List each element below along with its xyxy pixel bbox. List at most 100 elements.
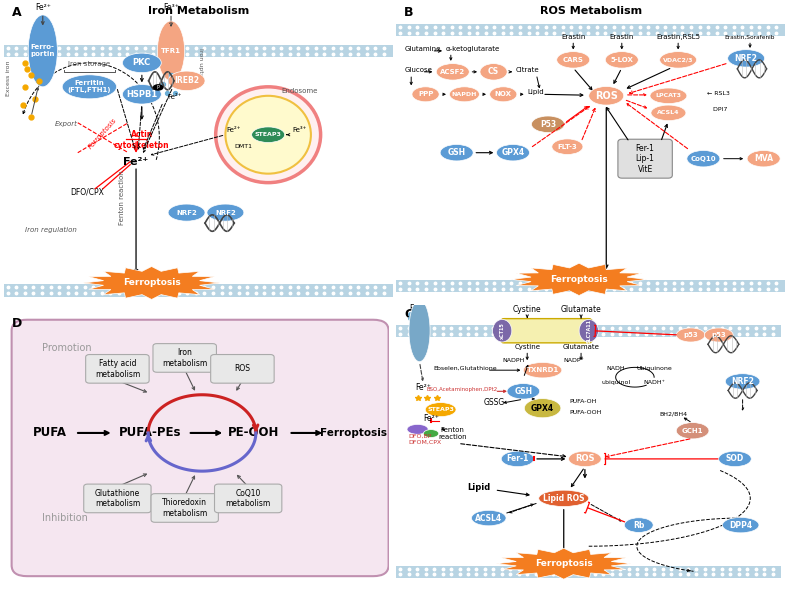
FancyBboxPatch shape [151,493,218,522]
Ellipse shape [568,451,601,467]
Text: Glutamate: Glutamate [563,344,600,350]
Text: Iron Metabolism: Iron Metabolism [148,6,249,16]
Text: Glutamate: Glutamate [560,305,601,314]
Text: Iron regulation: Iron regulation [24,227,76,233]
Polygon shape [83,266,220,299]
Ellipse shape [28,15,57,87]
Text: ACSL4: ACSL4 [657,110,680,116]
Text: Fe²⁺: Fe²⁺ [423,414,439,423]
Ellipse shape [651,105,686,120]
Ellipse shape [252,127,285,142]
Ellipse shape [725,374,760,389]
FancyBboxPatch shape [396,330,781,337]
Polygon shape [511,263,647,295]
Text: Fe³⁺: Fe³⁺ [292,127,306,133]
Text: Erastin: Erastin [610,34,634,40]
Polygon shape [496,548,631,579]
Text: GPX4: GPX4 [531,404,554,413]
Text: A: A [12,6,21,19]
FancyBboxPatch shape [4,50,392,57]
Text: Fe²⁺: Fe²⁺ [35,4,51,12]
Text: NRF2: NRF2 [176,209,197,216]
Text: DFO/CPX: DFO/CPX [71,187,104,197]
Text: Ebselen,Glutathione: Ebselen,Glutathione [434,366,498,371]
Text: Citrate: Citrate [516,67,540,73]
Text: Fer-1
Lip-1
VitE: Fer-1 Lip-1 VitE [636,144,655,174]
FancyBboxPatch shape [210,355,274,383]
Text: CoQ10
metabolism: CoQ10 metabolism [225,489,271,508]
Text: Inhibition: Inhibition [42,512,88,522]
Text: PUFA: PUFA [33,426,67,439]
FancyBboxPatch shape [618,139,672,178]
Ellipse shape [440,145,473,161]
Ellipse shape [589,87,624,105]
Text: TXNRD1: TXNRD1 [527,367,559,373]
Ellipse shape [557,52,590,68]
Text: GSH: GSH [514,387,532,396]
FancyBboxPatch shape [396,571,781,578]
Text: Cystine: Cystine [513,305,542,314]
Text: FLT-3: FLT-3 [557,144,577,149]
FancyBboxPatch shape [153,343,217,372]
Text: BSO,Acetaminophen,DPt2: BSO,Acetaminophen,DPt2 [426,387,498,393]
Ellipse shape [207,204,244,221]
Text: Fatty acid
metabolism: Fatty acid metabolism [95,359,140,378]
Text: NRF2: NRF2 [731,377,754,386]
Ellipse shape [496,145,530,161]
Text: GCH1: GCH1 [682,428,703,433]
Text: 5-LOX: 5-LOX [611,57,633,63]
Text: Ferritin
(FTL,FTH1): Ferritin (FTL,FTH1) [68,80,111,93]
Text: Fe²⁺: Fe²⁺ [415,383,431,392]
FancyBboxPatch shape [4,44,392,51]
Text: ACSF2: ACSF2 [440,69,466,75]
Text: TFR1: TFR1 [161,48,181,54]
Text: Iron
metabolism: Iron metabolism [162,348,207,368]
Text: Rb: Rb [633,521,644,530]
Ellipse shape [650,88,687,104]
Ellipse shape [531,116,564,132]
Ellipse shape [704,328,733,342]
Ellipse shape [676,328,705,342]
Text: BH2/BH4: BH2/BH4 [659,412,688,416]
Ellipse shape [747,151,780,167]
Text: DPP4: DPP4 [729,521,752,530]
Text: NADH⁺: NADH⁺ [643,380,665,385]
Text: Erastin: Erastin [561,34,586,40]
Ellipse shape [624,518,653,533]
Text: PPP: PPP [418,91,433,97]
Ellipse shape [728,50,765,67]
Text: PUFA-OH: PUFA-OH [570,398,597,404]
Text: DFO,BP
DFOM,CPX: DFO,BP DFOM,CPX [408,433,441,444]
Text: Iron uptake: Iron uptake [198,48,203,84]
Text: Fenton
reaction: Fenton reaction [438,427,466,440]
Ellipse shape [168,71,205,91]
Text: ACSL4: ACSL4 [475,514,502,522]
Ellipse shape [62,75,117,99]
Ellipse shape [122,53,161,72]
Text: NOX: NOX [495,91,512,97]
Text: IREB2: IREB2 [174,76,199,85]
Text: B: B [404,6,414,19]
Text: P53: P53 [540,120,556,129]
Text: Glucose: Glucose [404,67,432,73]
Text: Fe²⁺: Fe²⁺ [123,157,148,167]
FancyBboxPatch shape [4,284,392,291]
Ellipse shape [409,299,430,362]
Text: Ferro-
portin: Ferro- portin [31,44,55,58]
Ellipse shape [490,87,517,102]
Text: Thioredoxin
metabolism: Thioredoxin metabolism [162,498,207,518]
Text: GSSG: GSSG [484,398,505,407]
FancyBboxPatch shape [396,286,785,292]
Text: xCT15: xCT15 [500,323,505,339]
Text: Fe³⁺: Fe³⁺ [410,304,425,313]
Ellipse shape [412,87,439,102]
Text: Glutathione
metabolism: Glutathione metabolism [95,489,140,508]
Text: NRF2: NRF2 [735,54,758,63]
FancyBboxPatch shape [86,355,149,383]
Text: D: D [12,317,22,330]
Ellipse shape [502,451,534,467]
FancyBboxPatch shape [396,24,785,30]
Text: Glutamine: Glutamine [404,46,440,52]
Text: NRF2: NRF2 [215,209,235,216]
Text: ROS: ROS [575,454,595,463]
